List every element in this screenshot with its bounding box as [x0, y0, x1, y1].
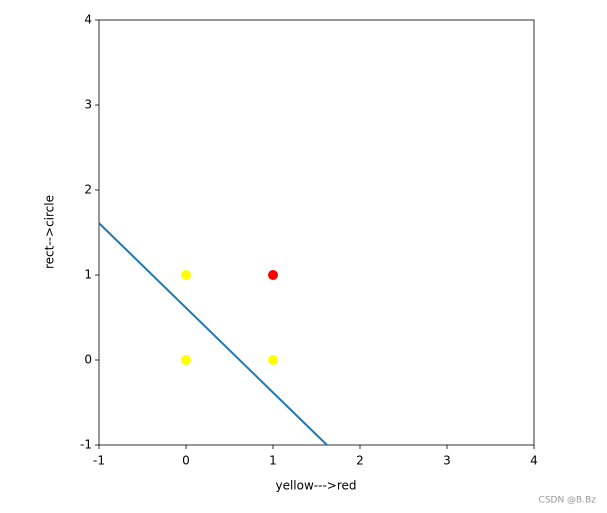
- line: [98, 222, 328, 446]
- y-axis-label: rect-->circle: [43, 195, 57, 269]
- plot-frame: [98, 19, 535, 446]
- scatter-point: [268, 355, 278, 365]
- x-tick-label: 2: [356, 454, 364, 468]
- y-tick-label: 0: [84, 353, 92, 367]
- x-tick-label: 3: [443, 454, 451, 468]
- y-tick-label: -1: [80, 438, 92, 452]
- x-tick-label: -1: [93, 454, 105, 468]
- x-axis-label: yellow--->red: [275, 479, 356, 493]
- y-tick-label: 4: [84, 13, 92, 27]
- x-tick-label: 4: [530, 454, 538, 468]
- x-tick-label: 0: [182, 454, 190, 468]
- y-tick-label: 2: [84, 183, 92, 197]
- scatter-point: [268, 270, 278, 280]
- scatter-point: [181, 355, 191, 365]
- scatter-point: [181, 270, 191, 280]
- x-tick-label: 1: [269, 454, 277, 468]
- y-tick-label: 3: [84, 98, 92, 112]
- watermark: CSDN @B.Bz: [539, 496, 597, 506]
- y-tick-label: 1: [84, 268, 92, 282]
